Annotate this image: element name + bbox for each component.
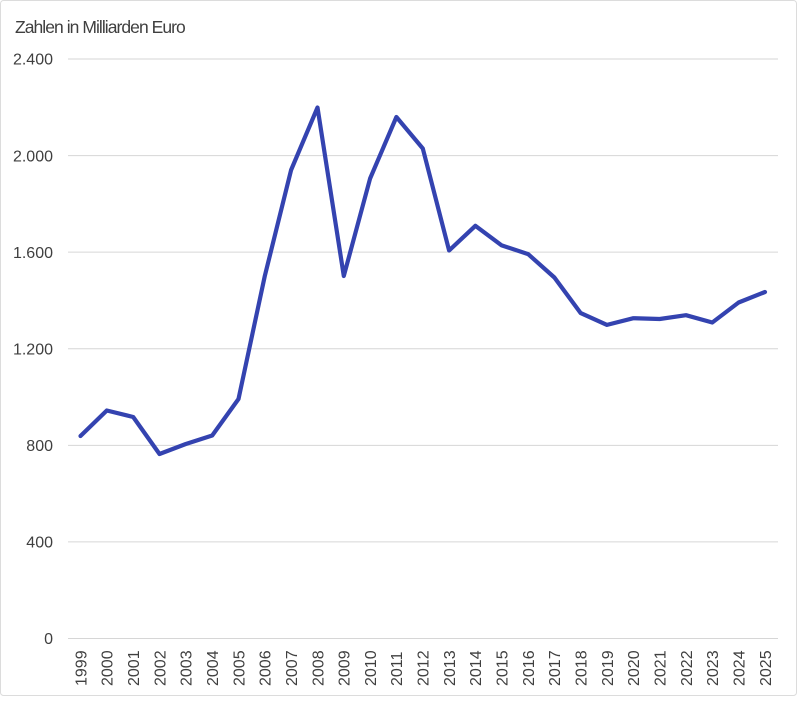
svg-text:2024: 2024 xyxy=(731,650,748,686)
svg-text:1.200: 1.200 xyxy=(13,341,53,358)
svg-text:2015: 2015 xyxy=(495,650,512,686)
svg-text:2010: 2010 xyxy=(363,650,380,686)
svg-text:2025: 2025 xyxy=(758,650,775,686)
svg-text:2000: 2000 xyxy=(100,650,117,686)
svg-text:2022: 2022 xyxy=(679,650,696,686)
svg-text:2011: 2011 xyxy=(389,651,406,686)
svg-text:2007: 2007 xyxy=(284,650,301,686)
svg-text:0: 0 xyxy=(44,631,53,648)
svg-text:1.600: 1.600 xyxy=(13,245,53,262)
svg-text:2020: 2020 xyxy=(626,650,643,686)
svg-text:2009: 2009 xyxy=(337,650,354,686)
svg-text:2012: 2012 xyxy=(416,650,433,686)
svg-text:800: 800 xyxy=(26,438,53,455)
svg-text:2005: 2005 xyxy=(231,650,248,686)
svg-text:2.400: 2.400 xyxy=(13,52,53,69)
svg-text:2004: 2004 xyxy=(205,650,222,686)
svg-text:2001: 2001 xyxy=(126,650,143,686)
svg-text:2018: 2018 xyxy=(574,650,591,686)
svg-text:2016: 2016 xyxy=(521,650,538,686)
svg-text:Zahlen in Milliarden Euro: Zahlen in Milliarden Euro xyxy=(15,17,185,37)
svg-text:2008: 2008 xyxy=(310,650,327,686)
svg-text:2019: 2019 xyxy=(600,650,617,686)
svg-text:2002: 2002 xyxy=(152,650,169,686)
svg-text:2003: 2003 xyxy=(179,650,196,686)
svg-text:1999: 1999 xyxy=(73,650,90,686)
svg-text:2.000: 2.000 xyxy=(13,148,53,165)
svg-text:2006: 2006 xyxy=(258,650,275,686)
svg-text:2021: 2021 xyxy=(653,650,670,686)
svg-text:400: 400 xyxy=(26,535,53,552)
svg-text:2013: 2013 xyxy=(442,650,459,686)
svg-text:2023: 2023 xyxy=(705,650,722,686)
svg-text:2017: 2017 xyxy=(547,650,564,686)
svg-text:2014: 2014 xyxy=(468,650,485,686)
